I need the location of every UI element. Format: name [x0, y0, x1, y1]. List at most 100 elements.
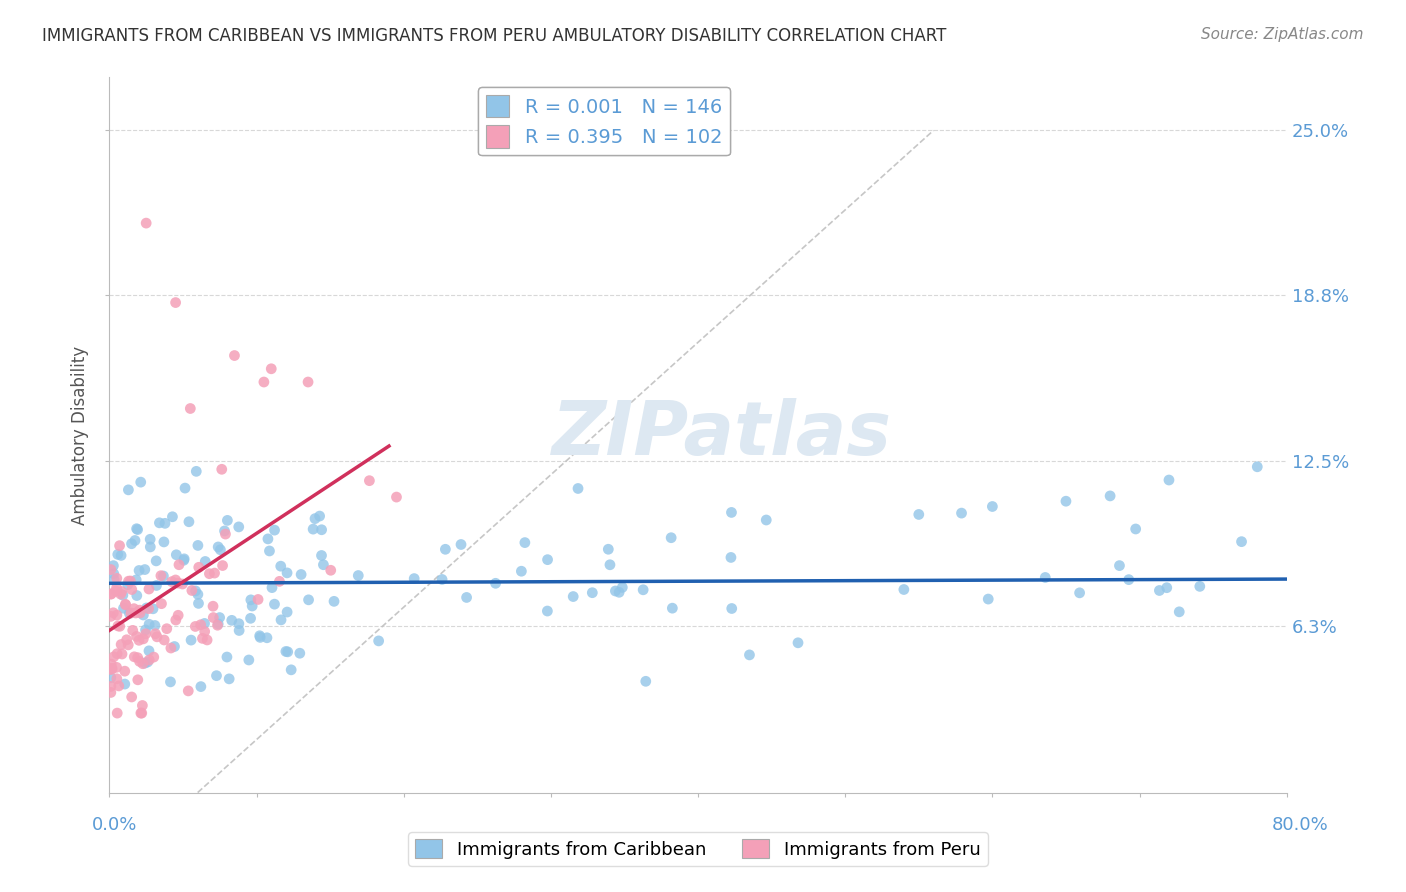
Point — [110, 549, 132, 563]
Point — [190, 617, 212, 632]
Point — [107, 619, 129, 633]
Point — [290, 567, 312, 582]
Point — [131, 698, 153, 713]
Point — [1118, 573, 1140, 587]
Point — [122, 649, 145, 664]
Point — [347, 568, 370, 582]
Point — [323, 594, 346, 608]
Point — [103, 558, 125, 573]
Point — [977, 592, 1000, 607]
Point — [195, 632, 218, 647]
Point — [100, 663, 122, 677]
Point — [202, 610, 225, 624]
Point — [104, 584, 127, 599]
Point — [661, 601, 683, 615]
Point — [1125, 522, 1147, 536]
Point — [1149, 583, 1171, 598]
Point — [105, 647, 128, 661]
Point — [142, 650, 165, 665]
Point — [165, 573, 187, 587]
Point — [105, 571, 128, 585]
Point — [1069, 586, 1091, 600]
Point — [103, 566, 125, 581]
Text: 80.0%: 80.0% — [1272, 816, 1329, 834]
Point — [146, 630, 169, 644]
Point — [280, 663, 302, 677]
Point — [247, 592, 270, 607]
Point — [103, 649, 125, 664]
Point — [107, 548, 129, 562]
Point — [179, 401, 201, 416]
Point — [184, 619, 207, 633]
Point — [117, 483, 139, 497]
Point — [127, 650, 149, 665]
Point — [1168, 605, 1191, 619]
Point — [194, 554, 217, 568]
Point — [150, 597, 173, 611]
Point — [1099, 489, 1122, 503]
Point — [204, 566, 226, 580]
Point — [276, 605, 298, 619]
Point — [128, 633, 150, 648]
Point — [165, 295, 187, 310]
Point — [240, 599, 263, 613]
Point — [1108, 558, 1130, 573]
Point — [110, 638, 132, 652]
Point — [132, 632, 155, 646]
Point — [115, 632, 138, 647]
Point — [276, 566, 298, 580]
Point — [218, 672, 240, 686]
Point — [567, 482, 589, 496]
Point — [125, 573, 148, 587]
Point — [208, 610, 231, 624]
Point — [156, 622, 179, 636]
Point — [1188, 579, 1211, 593]
Point — [228, 520, 250, 534]
Point — [277, 645, 299, 659]
Point — [259, 544, 281, 558]
Point — [907, 508, 929, 522]
Point — [121, 624, 143, 638]
Point — [100, 587, 122, 601]
Point — [404, 572, 426, 586]
Point — [153, 632, 176, 647]
Point — [174, 481, 197, 495]
Point — [135, 216, 157, 230]
Text: Source: ZipAtlas.com: Source: ZipAtlas.com — [1201, 27, 1364, 42]
Point — [177, 684, 200, 698]
Point — [274, 644, 297, 658]
Point — [121, 690, 143, 704]
Point — [125, 629, 148, 643]
Point — [893, 582, 915, 597]
Point — [194, 624, 217, 639]
Point — [172, 577, 194, 591]
Point — [484, 576, 506, 591]
Point — [118, 607, 141, 621]
Point — [138, 644, 160, 658]
Point — [163, 640, 186, 654]
Point — [191, 632, 214, 646]
Point — [149, 568, 172, 582]
Point — [100, 680, 122, 694]
Point — [599, 558, 621, 572]
Point — [127, 523, 149, 537]
Point — [238, 653, 260, 667]
Point — [249, 631, 271, 645]
Point — [108, 539, 131, 553]
Point — [214, 527, 236, 541]
Point — [111, 584, 134, 599]
Point — [738, 648, 761, 662]
Point — [131, 706, 153, 720]
Point — [217, 513, 239, 527]
Point — [101, 662, 124, 676]
Point — [720, 505, 742, 519]
Point — [598, 542, 620, 557]
Point — [125, 589, 148, 603]
Point — [202, 599, 225, 614]
Point — [122, 601, 145, 615]
Point — [1246, 459, 1268, 474]
Point — [152, 569, 174, 583]
Point — [755, 513, 778, 527]
Point — [138, 617, 160, 632]
Point — [249, 629, 271, 643]
